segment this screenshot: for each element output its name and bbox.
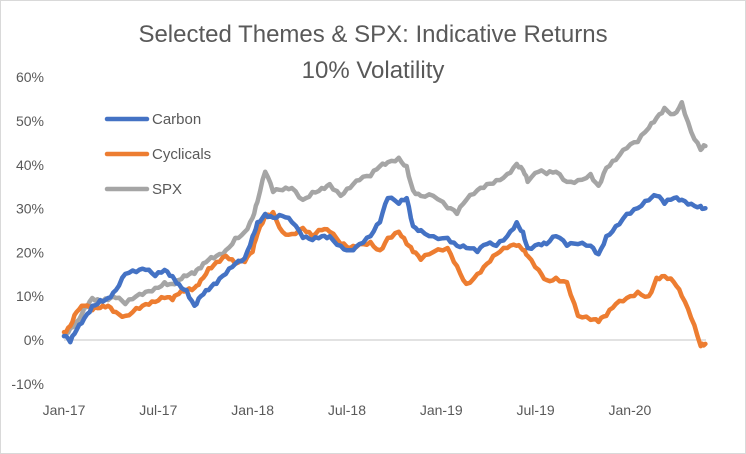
x-tick-label: Jan-20	[609, 402, 652, 418]
series-line-carbon	[61, 192, 708, 345]
legend-label-cyclicals: Cyclicals	[152, 146, 211, 163]
x-tick-label: Jul-18	[328, 402, 366, 418]
chart-title: Selected Themes & SPX: Indicative Return…	[138, 21, 608, 48]
chart-subtitle: 10% Volatility	[301, 57, 445, 84]
series-line-cyclicals	[61, 209, 708, 349]
legend-label-carbon: Carbon	[152, 111, 201, 128]
series-line-spx	[61, 99, 708, 339]
y-tick-label: 20%	[16, 244, 44, 260]
x-tick-label: Jan-19	[420, 402, 463, 418]
y-tick-label: 60%	[16, 69, 44, 85]
y-tick-label: 50%	[16, 113, 44, 129]
legend-label-spx: SPX	[152, 181, 182, 198]
x-tick-label: Jul-19	[517, 402, 555, 418]
x-tick-label: Jan-17	[43, 402, 86, 418]
y-tick-label: 40%	[16, 157, 44, 173]
y-tick-label: 0%	[24, 332, 44, 348]
x-tick-label: Jan-18	[231, 402, 274, 418]
x-tick-label: Jul-17	[139, 402, 177, 418]
y-tick-label: 10%	[16, 288, 44, 304]
y-tick-label: -10%	[11, 376, 44, 392]
y-tick-label: 30%	[16, 201, 44, 217]
